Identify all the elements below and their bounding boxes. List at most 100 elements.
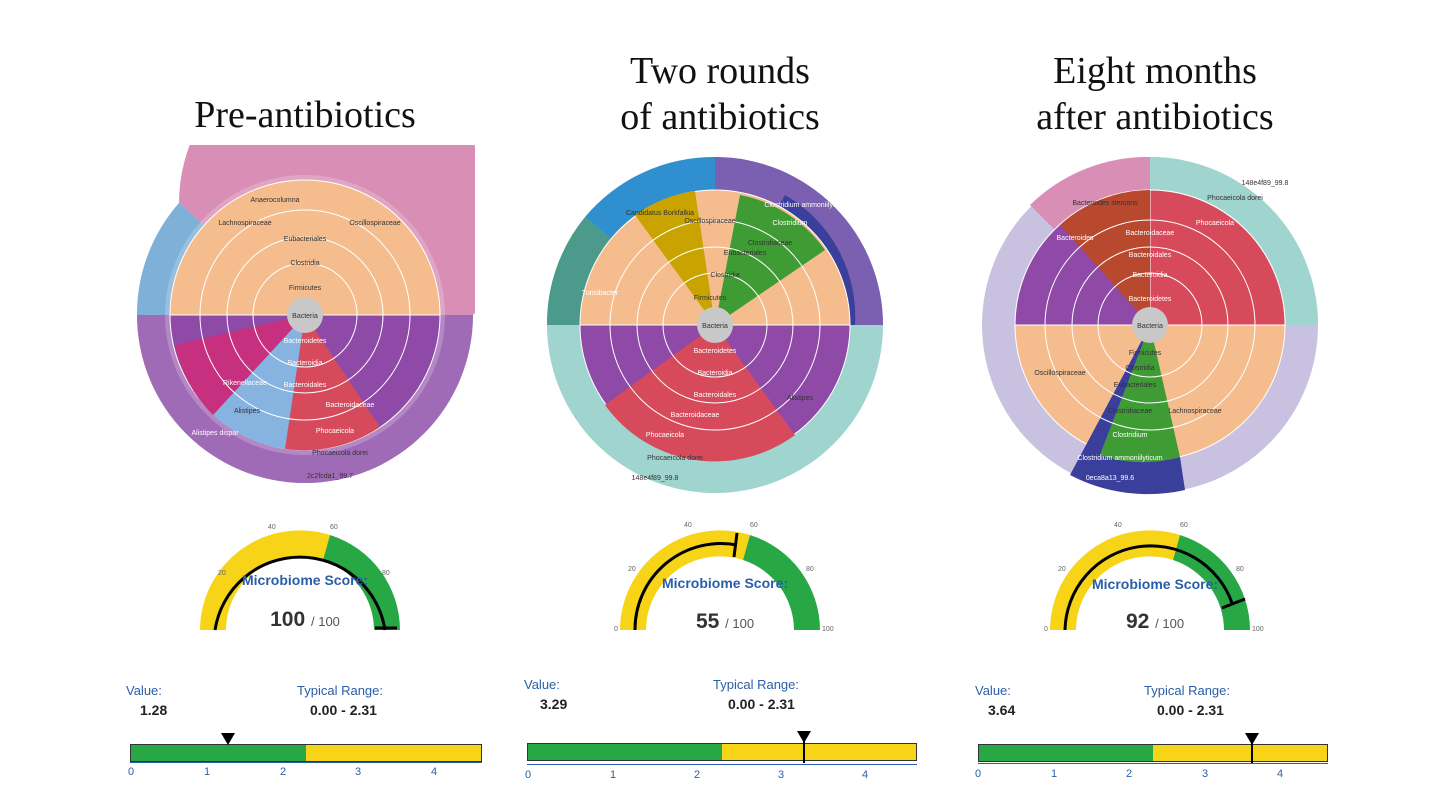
sunburst-label: 2c2fcda1_99.7 — [307, 473, 353, 480]
typical-range-value: 0.00 - 2.31 — [1157, 702, 1224, 718]
title-line-1: Two rounds — [630, 50, 810, 92]
axis-tick: 3 — [778, 769, 785, 781]
sunburst-label: Bacteroidales — [284, 382, 327, 389]
sunburst-chart: Bacteria Firmicutes Clostridia Eubacteri… — [546, 156, 883, 493]
axis-tick: 4 — [431, 766, 438, 778]
sunburst-label: Candidatus Borkfalkia — [626, 210, 694, 217]
sunburst-label: Lachnospiraceae — [218, 220, 271, 227]
sunburst-label: Alistipes dispar — [191, 430, 239, 437]
gauge-score: 92 / 100 — [1075, 610, 1235, 634]
axis-tick: 3 — [355, 766, 362, 778]
gauge-label: Microbiome Score: — [241, 572, 369, 588]
sunburst-label: Clostridia — [710, 272, 739, 279]
gauge-score-value: 100 — [270, 608, 306, 631]
axis-tick: 4 — [1277, 768, 1284, 780]
gauge-score-denominator: / 100 — [1155, 616, 1185, 631]
value-marker — [221, 733, 235, 745]
sunburst-chart: Bacteria Bacteroidetes Bacteroidia Bacte… — [982, 156, 1318, 495]
value-label: Value: — [975, 683, 1011, 698]
gauge-score-denominator: / 100 — [725, 616, 755, 631]
panel-title: Pre-antibiotics — [110, 92, 500, 138]
sunburst-label: Turicibacter — [582, 290, 619, 297]
value-label: Value: — [126, 683, 162, 698]
value-marker-line — [1251, 743, 1253, 763]
panel-title: Two rounds of antibiotics — [520, 48, 920, 140]
gauge-tick: 20 — [218, 570, 226, 577]
range-bar-typical — [528, 744, 722, 760]
sunburst-label: Firmicutes — [694, 295, 727, 302]
sunburst-label: Phocaeicola — [1196, 220, 1234, 227]
gauge-tick: 0 — [1044, 626, 1048, 633]
value-number: 3.29 — [540, 696, 568, 712]
sunburst-label: Firmicutes — [289, 285, 322, 292]
panel-two-rounds: Two rounds of antibiotics Bacteria Firmi… — [520, 0, 920, 810]
sunburst-label: Phocaeicola dorei — [647, 455, 703, 462]
sunburst-label: Clostridia — [1125, 365, 1154, 372]
sunburst-center-label: Bacteria — [1137, 323, 1163, 330]
score-gauge: 0 20 40 60 80 100 — [1044, 522, 1264, 633]
sunburst-label: Firmicutes — [1129, 350, 1162, 357]
gauge-label: Microbiome Score: — [661, 575, 789, 591]
gauge-tick: 80 — [806, 566, 814, 573]
typical-range-label: Typical Range: — [297, 683, 383, 698]
range-axis — [527, 764, 917, 765]
gauge-tick: 100 — [822, 626, 834, 633]
panel-pre-antibiotics: Pre-antibiotics Bacteria Firmicutes Clos… — [110, 0, 500, 810]
sunburst-label: Phocaeicola dorei — [312, 450, 368, 457]
sunburst-label: Clostridia — [290, 260, 319, 267]
sunburst-label: Bacteroides — [1057, 235, 1094, 242]
range-bar-above — [306, 745, 481, 761]
sunburst-label: 148e4f89_99.8 — [632, 475, 679, 482]
typical-range-value: 0.00 - 2.31 — [310, 702, 377, 718]
axis-tick: 2 — [1126, 768, 1133, 780]
value-number: 1.28 — [140, 702, 168, 718]
sunburst-label: Oscillospiraceae — [684, 218, 735, 225]
gauge-tick: 40 — [684, 522, 692, 529]
sunburst-label: Anaerocolumna — [250, 197, 299, 204]
sunburst-label: Clostridium ammoniilyticum — [764, 202, 849, 209]
sunburst-label: Bacteroidales — [1129, 252, 1172, 259]
axis-tick: 0 — [975, 768, 982, 780]
axis-tick: 1 — [610, 769, 617, 781]
range-bar-typical — [979, 745, 1153, 761]
sunburst-label: Bacteroides stercoris — [1072, 200, 1138, 207]
sunburst-label: Clostridiaceae — [748, 240, 792, 247]
sunburst-label: Bacteroidaceae — [326, 402, 375, 409]
sunburst-label: Phocaeicola — [316, 428, 354, 435]
range-bar — [527, 743, 917, 761]
sunburst-label: Rikenellaceae — [223, 380, 267, 387]
range-bar-typical — [131, 745, 306, 761]
gauge-tick: 100 — [1252, 626, 1264, 633]
value-number: 3.64 — [988, 702, 1016, 718]
value-marker — [1245, 733, 1259, 745]
sunburst-center-label: Bacteria — [702, 323, 728, 330]
sunburst-label: Clostridium — [1112, 432, 1147, 439]
axis-tick: 0 — [128, 766, 135, 778]
sunburst-label: 148e4f89_99.8 — [1242, 180, 1289, 187]
sunburst-label: Phocaeicola — [646, 432, 684, 439]
sunburst-label: Clostridiaceae — [1108, 408, 1152, 415]
sunburst-label: Bacteroidales — [694, 392, 737, 399]
axis-tick: 1 — [204, 766, 211, 778]
gauge-tick: 40 — [268, 524, 276, 531]
score-gauge: 0 20 40 60 80 100 — [614, 522, 834, 633]
gauge-tick: 0 — [614, 626, 618, 633]
sunburst-label: Bacteroidetes — [1129, 296, 1172, 303]
gauge-tick: 40 — [1114, 522, 1122, 529]
gauge-tick: 60 — [750, 522, 758, 529]
sunburst-label: Bacteroidaceae — [1126, 230, 1175, 237]
gauge-tick: 60 — [330, 524, 338, 531]
range-bar-above — [1153, 745, 1327, 761]
sunburst-label: Bacteroidetes — [284, 338, 327, 345]
sunburst-label: Bacteroidia — [1132, 272, 1167, 279]
axis-tick: 0 — [525, 769, 532, 781]
title-line-2: after antibiotics — [1036, 96, 1274, 138]
axis-tick: 4 — [862, 769, 869, 781]
sunburst-label: Eubacteriales — [284, 236, 327, 243]
gauge-score-value: 92 — [1125, 610, 1150, 633]
gauge-tick: 60 — [1180, 522, 1188, 529]
value-marker-line — [803, 741, 805, 763]
value-label: Value: — [524, 677, 560, 692]
sunburst-rings — [136, 145, 475, 483]
sunburst-label: Bacteroidetes — [694, 348, 737, 355]
